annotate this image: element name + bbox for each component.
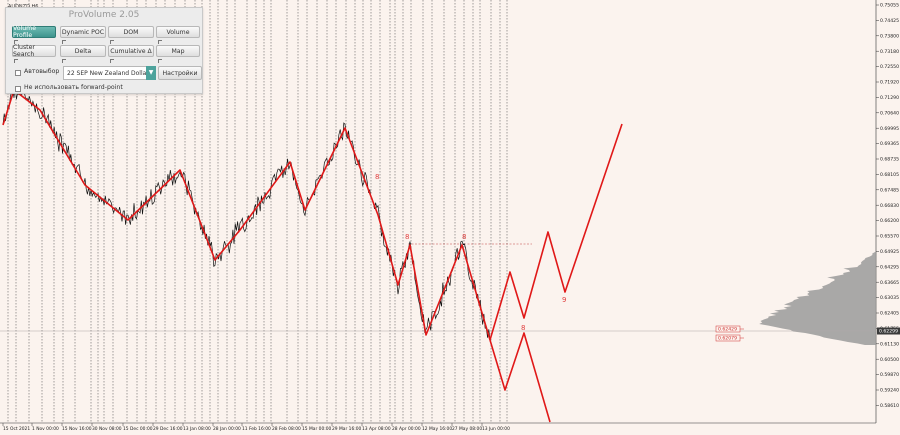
time-tick-label: 15 Mar 00:00	[302, 426, 332, 432]
price-tick-label: 0.71920	[880, 80, 899, 86]
cluster-search-button[interactable]: Cluster Search	[12, 44, 56, 58]
price-axis: 0.75055 0.74425 0.73800 0.73180 0.72550 0.719…	[876, 3, 899, 409]
time-tick-label: 13 Apr 08:00	[362, 426, 391, 432]
time-tick-label: 13 Jun 00:00	[482, 426, 510, 432]
time-axis: 15 Oct 2021 1 Nov 00:00 15 Nov 16:00 30 Nov…	[2, 423, 510, 432]
grip-icon	[14, 59, 18, 63]
projection-upper-line	[489, 123, 623, 341]
map-button[interactable]: Map	[156, 45, 200, 57]
price-tick-label: 0.75055	[880, 3, 899, 9]
price-tick-label: 0.66200	[880, 218, 899, 224]
grip-icon	[62, 40, 66, 44]
forward-point-checkbox[interactable]	[15, 86, 21, 92]
wave-marker: 8	[375, 173, 379, 181]
price-tick-label: 0.64925	[880, 249, 899, 255]
price-tick-label: 0.74425	[880, 18, 899, 24]
price-tick-label: 0.70640	[880, 110, 899, 116]
wave-marker: 9	[562, 296, 566, 304]
price-tick-label: 0.61130	[880, 341, 899, 347]
grip-icon	[110, 59, 114, 63]
price-tick-label: 0.72550	[880, 64, 899, 70]
price-series	[2, 84, 491, 341]
forward-point-label: Не использовать forward-point	[24, 84, 123, 91]
volume-profile-histogram	[759, 252, 876, 345]
level-label-upper: 0.62429	[718, 327, 737, 333]
price-tick-label: 0.60500	[880, 357, 899, 363]
symbol-select[interactable]: 22 SEP New Zealand Dollar	[63, 66, 155, 80]
grip-icon	[62, 59, 66, 63]
price-tick-label: 0.63035	[880, 295, 899, 301]
wave-marker: 8	[405, 233, 409, 241]
chevron-down-icon[interactable]: ▼	[146, 66, 156, 80]
time-tick-label: 15 Dec 00:00	[123, 426, 153, 432]
time-tick-label: 27 May 08:00	[452, 426, 482, 432]
time-tick-label: 12 May 16:00	[422, 426, 452, 432]
price-tick-label: 0.71290	[880, 95, 899, 101]
wave-marker: 8	[521, 324, 525, 332]
grip-icon	[158, 40, 162, 44]
time-tick-label: 1 Nov 00:00	[32, 426, 59, 432]
panel-title: ProVolume 2.05	[68, 10, 140, 20]
grip-icon	[110, 40, 114, 44]
price-tick-label: 0.67485	[880, 187, 899, 193]
price-tick-label: 0.59240	[880, 388, 899, 394]
auto-select-label: Автовыбор	[24, 68, 60, 75]
current-price-label: 0.62299	[879, 329, 898, 335]
provolume-panel[interactable]: ProVolume 2.05 Volume Profile Dynamic PO…	[5, 7, 203, 94]
price-tick-label: 0.66830	[880, 203, 899, 209]
price-tick-label: 0.62405	[880, 311, 899, 317]
auto-select-checkbox[interactable]	[15, 70, 21, 76]
cumulative-delta-button[interactable]: Cumulative Δ	[108, 45, 154, 57]
price-tick-label: 0.59870	[880, 372, 899, 378]
wave-marker: 8	[462, 233, 466, 241]
price-tick-label: 0.63665	[880, 280, 899, 286]
delta-button[interactable]: Delta	[60, 45, 106, 57]
price-tick-label: 0.69995	[880, 126, 899, 132]
grip-icon	[158, 59, 162, 63]
price-tick-label: 0.58610	[880, 403, 899, 409]
time-tick-label: 28 Jan 00:00	[213, 426, 241, 432]
time-tick-label: 29 Dec 16:00	[153, 426, 183, 432]
settings-button[interactable]: Настройки	[158, 66, 202, 80]
zigzag-wave-line	[2, 89, 491, 341]
price-tick-label: 0.69365	[880, 141, 899, 147]
volume-profile-button[interactable]: Volume Profile	[12, 25, 56, 39]
time-tick-label: 11 Feb 16:00	[242, 426, 271, 432]
dynamic-poc-button[interactable]: Dynamic POC	[60, 26, 106, 38]
time-tick-label: 28 Feb 08:00	[272, 426, 301, 432]
price-tick-label: 0.65570	[880, 234, 899, 240]
time-tick-label: 29 Mar 16:00	[332, 426, 362, 432]
volume-button[interactable]: Volume	[156, 26, 200, 38]
grip-icon	[14, 40, 18, 44]
projection-lower-line	[489, 332, 551, 423]
price-tick-label: 0.68735	[880, 157, 899, 163]
time-tick-label: 15 Nov 16:00	[62, 426, 92, 432]
level-label-lower: 0.62079	[718, 336, 737, 342]
price-tick-label: 0.73800	[880, 33, 899, 39]
time-tick-label: 30 Nov 08:00	[92, 426, 122, 432]
price-tick-label: 0.73180	[880, 49, 899, 55]
dom-button[interactable]: DOM	[108, 26, 154, 38]
time-tick-label: 28 Apr 00:00	[392, 426, 421, 432]
time-tick-label: 13 Jan 08:00	[183, 426, 211, 432]
price-tick-label: 0.64295	[880, 264, 899, 270]
time-tick-label: 15 Oct 2021	[3, 426, 30, 432]
price-tick-label: 0.68105	[880, 172, 899, 178]
